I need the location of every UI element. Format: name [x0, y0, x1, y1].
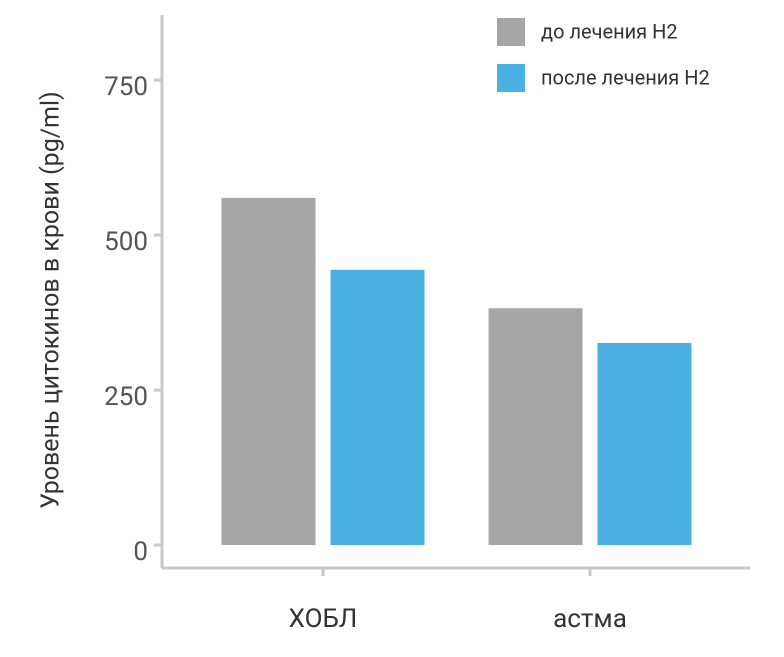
bar	[330, 269, 425, 546]
y-axis-label: Уровень цитокинов в крови (pg/ml)	[37, 91, 66, 509]
y-tick-label: 250	[104, 382, 148, 412]
legend-swatch	[497, 18, 525, 46]
bar	[488, 308, 583, 546]
legend-label: после лечения H2	[541, 65, 710, 89]
x-tick-label: ХОБЛ	[289, 604, 358, 634]
y-tick-label: 0	[133, 537, 148, 567]
legend-label: до лечения H2	[541, 19, 678, 43]
y-tick-label: 500	[104, 227, 148, 257]
x-tick-label: астма	[553, 604, 627, 634]
bar	[221, 197, 316, 546]
bar	[597, 342, 692, 546]
legend-swatch	[497, 64, 525, 92]
y-tick-label: 750	[104, 72, 148, 102]
